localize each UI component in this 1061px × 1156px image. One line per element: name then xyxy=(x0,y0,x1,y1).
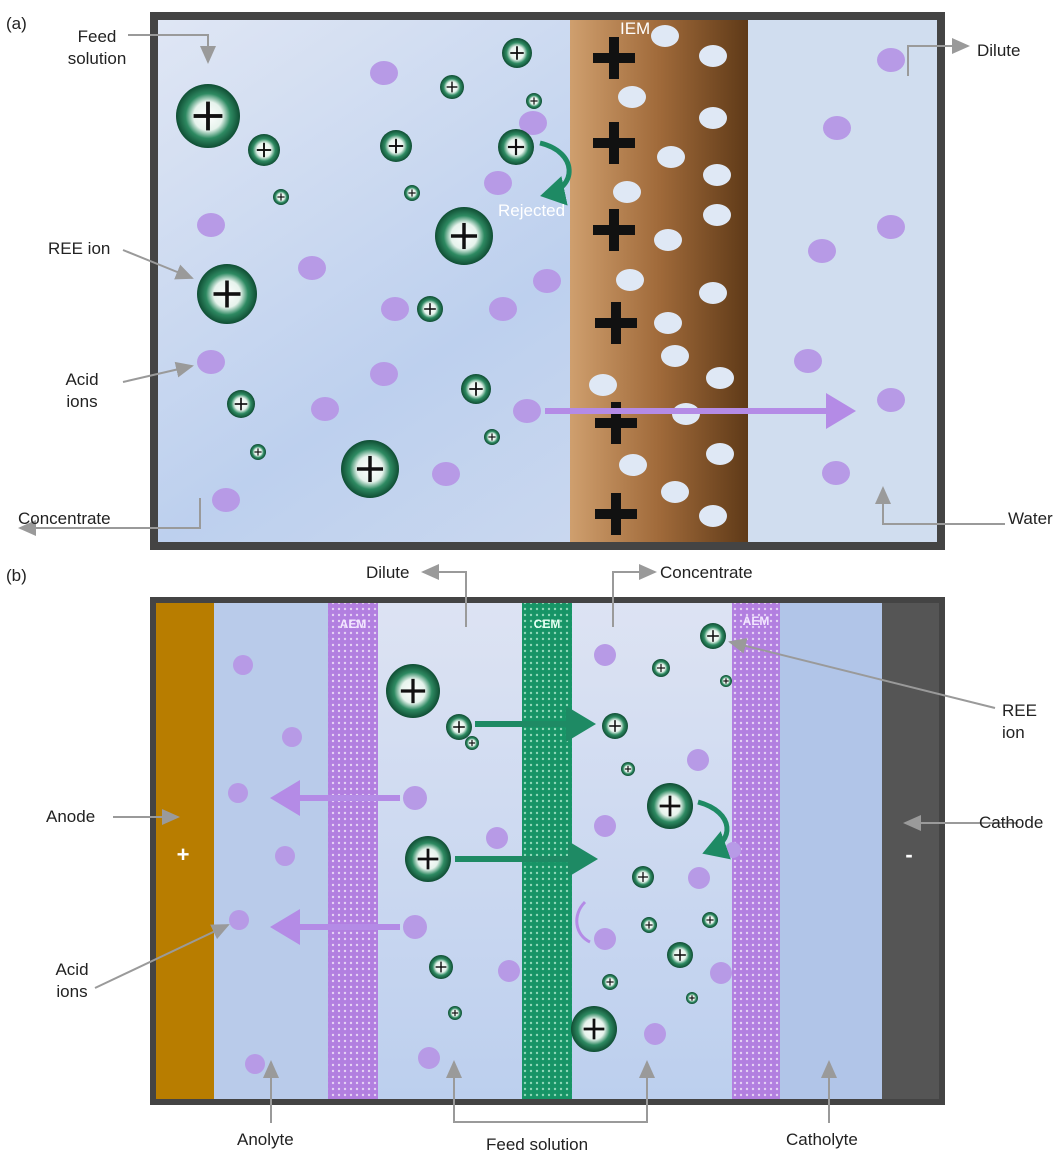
ree-ion xyxy=(720,675,732,687)
ree-ion-label-b: REE ion xyxy=(1002,701,1037,742)
rejected-arrow-icon xyxy=(539,140,572,206)
water-label-a: Water xyxy=(1008,509,1053,528)
cem-label: CEM xyxy=(534,617,561,631)
catholyte-label: Catholyte xyxy=(786,1130,858,1149)
ree-ion xyxy=(602,713,628,739)
iem-label: IEM xyxy=(620,19,650,38)
feed-solution-label-b: Feed solution xyxy=(486,1135,589,1154)
ree-ions-a xyxy=(176,38,542,498)
cathode-label: Cathode xyxy=(979,813,1044,832)
callout-arrows-a xyxy=(18,34,1005,536)
ree-ion xyxy=(273,189,289,205)
concentrate-label-b: Concentrate xyxy=(660,563,753,582)
anode-sign: + xyxy=(177,842,190,867)
ree-ion xyxy=(405,836,451,882)
panel-b-tag: (b) xyxy=(6,566,27,585)
plus-icon xyxy=(595,402,637,444)
aem-right-label: AEM xyxy=(743,614,770,628)
dilute-chamber xyxy=(748,20,937,542)
acid-ions-a xyxy=(197,48,905,512)
ree-ion xyxy=(621,762,635,776)
plus-icon xyxy=(595,493,637,535)
ree-ion xyxy=(380,130,412,162)
anode-label: Anode xyxy=(46,807,96,826)
rejected-arrow-b xyxy=(697,799,731,860)
ree-ion xyxy=(652,659,670,677)
anode xyxy=(156,603,214,1099)
anolyte-chamber xyxy=(214,603,328,1099)
ree-ion xyxy=(498,129,534,165)
ree-ion xyxy=(250,444,266,460)
ree-ion xyxy=(484,429,500,445)
dilute-label-a: Dilute xyxy=(977,41,1021,60)
ree-ion xyxy=(386,664,440,718)
ree-ion xyxy=(440,75,464,99)
ree-ion xyxy=(502,38,532,68)
ree-ion xyxy=(702,912,718,928)
ree-ion xyxy=(465,736,479,750)
rejected-label: Rejected xyxy=(498,201,565,220)
callout-arrows-b xyxy=(94,564,1018,1123)
ree-ion xyxy=(446,714,472,740)
anolyte-label: Anolyte xyxy=(237,1130,294,1149)
aem-left-label: AEM xyxy=(340,617,367,631)
ree-ion xyxy=(435,207,493,265)
ree-ion xyxy=(248,134,280,166)
concentrate-label-a: Concentrate xyxy=(18,509,111,528)
ree-ion xyxy=(686,992,698,1004)
panel-b: AEM CEM AEM + - xyxy=(94,564,1018,1123)
ree-ion xyxy=(176,84,240,148)
ree-ion-label-a: REE ion xyxy=(48,239,111,258)
ree-ion xyxy=(197,264,257,324)
plus-icon xyxy=(593,37,635,79)
ree-ion xyxy=(641,917,657,933)
aem-left xyxy=(328,603,378,1099)
ree-ions-b xyxy=(386,623,732,1052)
acid-ions-label-a: Acid ions xyxy=(56,369,108,413)
panel-a: Rejected IEM xyxy=(18,12,1005,550)
ree-ion xyxy=(429,955,453,979)
plus-icon xyxy=(593,122,635,164)
ree-ion xyxy=(571,1006,617,1052)
ree-ion xyxy=(227,390,255,418)
ree-ion xyxy=(602,974,618,990)
ree-ion xyxy=(404,185,420,201)
ree-ion xyxy=(526,93,542,109)
cathode xyxy=(882,603,939,1099)
ree-ion xyxy=(632,866,654,888)
fixed-charge-plus-icons xyxy=(593,37,637,535)
ree-ion xyxy=(647,783,693,829)
plus-icon xyxy=(595,302,637,344)
cathode-sign: - xyxy=(905,842,912,867)
acid-ions-line1: Acid xyxy=(65,370,99,389)
feed-solution-label-a: Feed solution xyxy=(62,26,132,70)
panel-a-tag: (a) xyxy=(6,14,27,33)
feed-solution-line2: solution xyxy=(67,49,127,68)
ree-ion xyxy=(448,1006,462,1020)
acid-ions-line2: ions xyxy=(66,392,98,411)
cem xyxy=(522,603,572,1099)
acid-ions-b-line1: Acid xyxy=(55,960,89,979)
ree-ion xyxy=(667,942,693,968)
plus-icon xyxy=(593,209,635,251)
ree-ion xyxy=(417,296,443,322)
ree-ion xyxy=(700,623,726,649)
feed-solution-line1: Feed xyxy=(77,27,117,46)
ree-ion xyxy=(341,440,399,498)
dilute-label-b: Dilute xyxy=(366,563,410,582)
rejected-arrow-b-small xyxy=(575,900,591,944)
catholyte-chamber xyxy=(780,603,882,1099)
acid-ions-label-b: Acid ions xyxy=(46,959,98,1003)
ree-ion xyxy=(461,374,491,404)
acid-ions-b-line2: ions xyxy=(56,982,88,1001)
